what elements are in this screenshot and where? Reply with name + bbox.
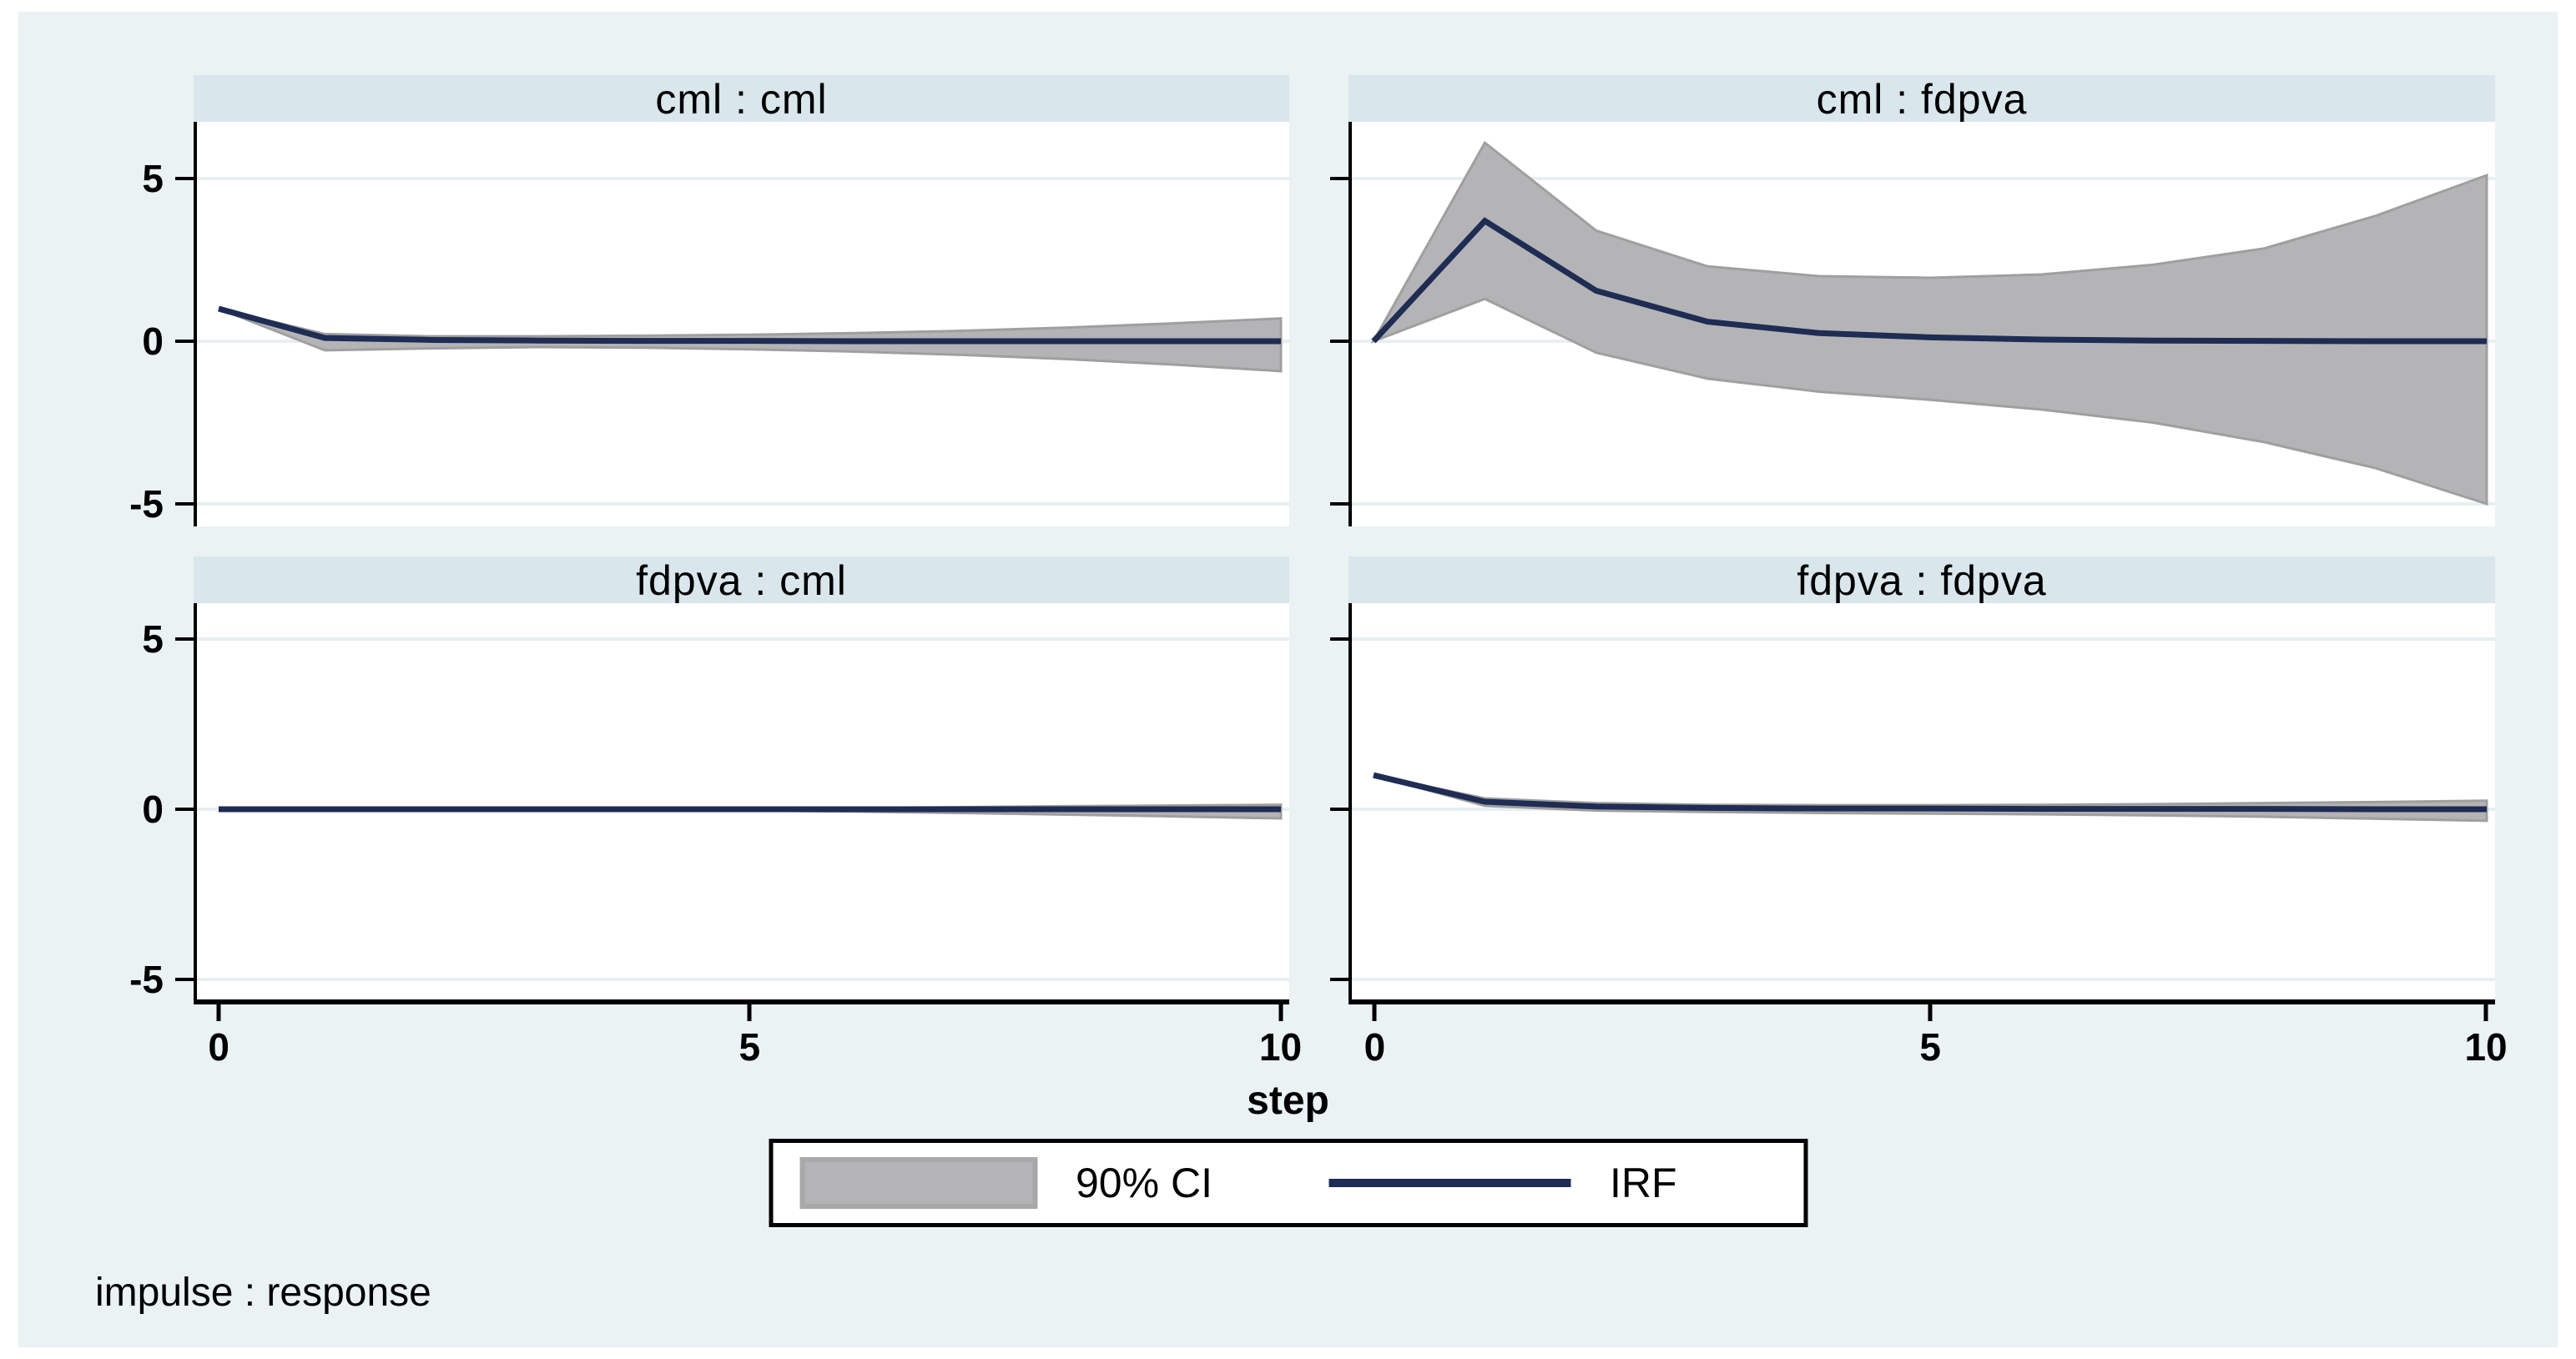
irf-chart-svg (1370, 140, 2488, 506)
y-tick (175, 177, 194, 180)
plot-area: 5 0 -5 (129, 122, 1289, 526)
irf-panel-fdpva-fdpva: fdpva : fdpva 0 5 10 (1330, 556, 2508, 1066)
impulse-response-note: impulse : response (95, 1271, 431, 1315)
panel-title: fdpva : cml (194, 556, 1289, 604)
y-tick (1330, 637, 1348, 641)
panel-title: cml : cml (194, 75, 1289, 123)
gridline-5 (197, 177, 1289, 180)
x-tick (2483, 1004, 2488, 1021)
irf-panel-cml-cml: cml : cml 5 0 -5 (129, 75, 1289, 526)
plot-area (1330, 122, 2495, 526)
legend-label-irf: IRF (1609, 1160, 1677, 1206)
y-tick (1330, 808, 1348, 811)
x-tick-label: 0 (208, 1025, 229, 1069)
irf-chart-svg (1373, 772, 2488, 823)
gridline-5 (197, 637, 1289, 641)
gridline-neg5 (197, 978, 1289, 981)
irf-line-swatch (1328, 1179, 1571, 1187)
irf-panel-fdpva-cml: fdpva : cml 5 0 -5 0 5 10 (129, 556, 1302, 1066)
y-tick-label: 5 (142, 157, 164, 200)
x-tick (747, 1004, 752, 1021)
gridline-neg5 (1352, 978, 2495, 981)
x-tick (216, 1004, 221, 1021)
y-tick-label: -5 (129, 958, 164, 1001)
x-tick-label: 10 (1258, 1025, 1303, 1069)
x-tick (1372, 1004, 1377, 1021)
y-tick-label: 5 (142, 617, 164, 661)
x-tick (1928, 1004, 1933, 1021)
legend-box: 90% CI IRF (769, 1139, 1807, 1227)
gridline-neg5 (1352, 502, 2495, 506)
legend-label-ci: 90% CI (1076, 1160, 1212, 1206)
irf-panel-cml-fdpva: cml : fdpva (1330, 75, 2495, 526)
y-tick (175, 340, 194, 343)
x-tick (1278, 1004, 1283, 1021)
irf-chart-svg (219, 803, 1283, 820)
x-tick-label: 10 (2464, 1025, 2508, 1069)
x-tick-label: 5 (1919, 1025, 1942, 1069)
panel-title: cml : fdpva (1348, 75, 2495, 123)
y-tick-label: 0 (142, 320, 164, 363)
y-tick (175, 637, 194, 641)
y-tick (1330, 340, 1348, 343)
y-tick (1330, 177, 1348, 180)
gridline-5 (1352, 177, 2495, 180)
panel-title: fdpva : fdpva (1348, 556, 2495, 604)
plot-area: 5 0 -5 0 5 10 (129, 603, 1302, 1066)
y-tick (175, 978, 194, 981)
x-tick-label: 0 (1364, 1025, 1386, 1069)
y-tick (1330, 978, 1348, 981)
ci-band-swatch (799, 1157, 1037, 1209)
y-tick-label: -5 (129, 482, 164, 526)
y-tick (175, 502, 194, 506)
irf-chart-svg (218, 305, 1283, 373)
y-tick (1330, 502, 1348, 506)
y-tick (175, 808, 194, 811)
gridline-neg5 (197, 502, 1289, 506)
x-axis-title: step (1247, 1079, 1329, 1123)
x-tick-label: 5 (739, 1025, 761, 1069)
plot-area: 0 5 10 (1330, 603, 2508, 1066)
gridline-5 (1352, 637, 2495, 641)
y-tick-label: 0 (142, 788, 164, 831)
